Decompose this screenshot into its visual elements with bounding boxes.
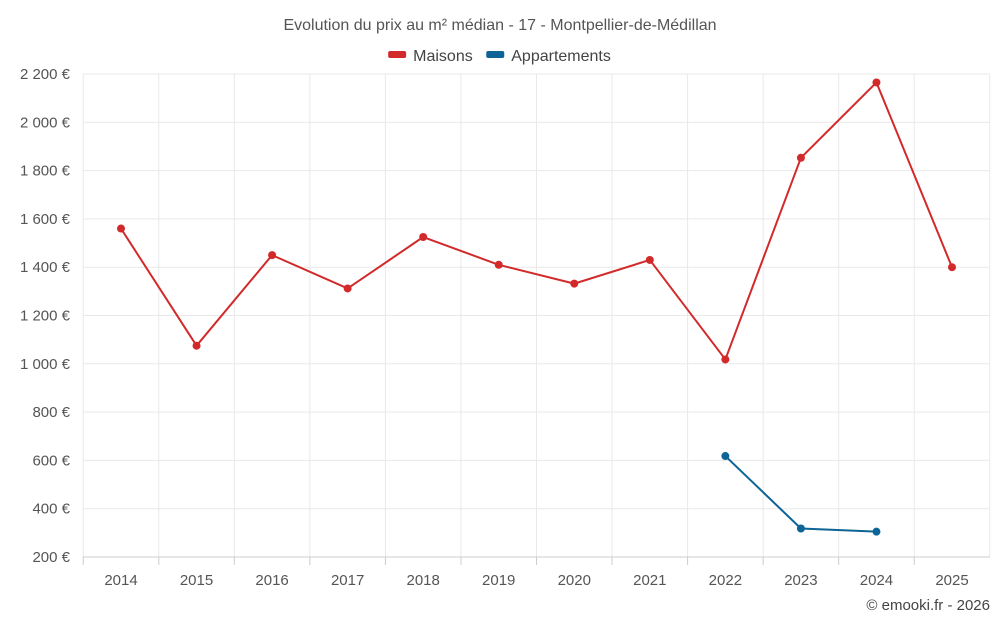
x-tick-label: 2015 — [180, 572, 213, 589]
data-point[interactable] — [796, 153, 805, 162]
y-tick-label: 800 € — [32, 404, 70, 421]
data-point[interactable] — [192, 341, 201, 350]
y-tick-label: 1 600 € — [20, 211, 71, 228]
y-tick-label: 400 € — [32, 501, 70, 518]
x-tick-label: 2016 — [255, 572, 288, 589]
y-tick-label: 2 000 € — [20, 114, 71, 131]
data-point[interactable] — [721, 452, 730, 461]
chart-credit: © emooki.fr - 2026 — [866, 597, 990, 614]
data-point[interactable] — [343, 284, 352, 293]
legend: Maisons Appartements — [388, 48, 611, 65]
grid-lines — [82, 73, 991, 558]
x-tick-label: 2022 — [709, 572, 742, 589]
chart-title: Evolution du prix au m² médian - 17 - Mo… — [283, 17, 716, 34]
x-tick-label: 2021 — [633, 572, 666, 589]
data-point[interactable] — [872, 527, 881, 536]
legend-swatch — [388, 51, 407, 58]
series-line — [724, 455, 878, 533]
data-point[interactable] — [117, 224, 125, 233]
x-tick-label: 2014 — [104, 572, 137, 589]
y-tick-label: 2 200 € — [20, 66, 71, 83]
series-appartements — [721, 452, 881, 536]
x-tick-label: 2020 — [558, 572, 591, 589]
data-point[interactable] — [948, 263, 956, 272]
legend-swatch — [486, 51, 505, 58]
legend-label: Appartements — [511, 48, 611, 65]
legend-item-appartements[interactable]: Appartements — [486, 48, 611, 65]
y-tick-label: 1 000 € — [20, 356, 71, 373]
series-maisons — [117, 78, 956, 364]
x-tick-label: 2018 — [406, 572, 439, 589]
x-tick-label: 2025 — [935, 572, 968, 589]
data-point[interactable] — [645, 255, 654, 264]
legend-item-maisons[interactable]: Maisons — [388, 48, 473, 65]
y-tick-label: 600 € — [32, 452, 70, 469]
x-tick-label: 2024 — [860, 572, 893, 589]
y-tick-label: 1 200 € — [20, 308, 71, 325]
axes: 200 € 400 € 600 € 800 € 1 000 € 1 200 € 1 400 … — [20, 66, 990, 589]
x-tick-label: 2019 — [482, 572, 515, 589]
data-point[interactable] — [268, 251, 277, 260]
data-point[interactable] — [721, 355, 730, 364]
data-point[interactable] — [872, 78, 881, 87]
data-point[interactable] — [796, 524, 805, 533]
x-tick-label: 2023 — [784, 572, 817, 589]
data-point[interactable] — [494, 260, 503, 269]
data-point[interactable] — [419, 233, 428, 242]
legend-label: Maisons — [413, 48, 473, 65]
data-point[interactable] — [570, 279, 579, 288]
y-tick-label: 200 € — [32, 549, 70, 566]
series-line — [120, 81, 953, 361]
y-tick-label: 1 800 € — [20, 163, 71, 180]
x-tick-label: 2017 — [331, 572, 364, 589]
y-tick-label: 1 400 € — [20, 259, 71, 276]
series-group — [117, 78, 956, 536]
